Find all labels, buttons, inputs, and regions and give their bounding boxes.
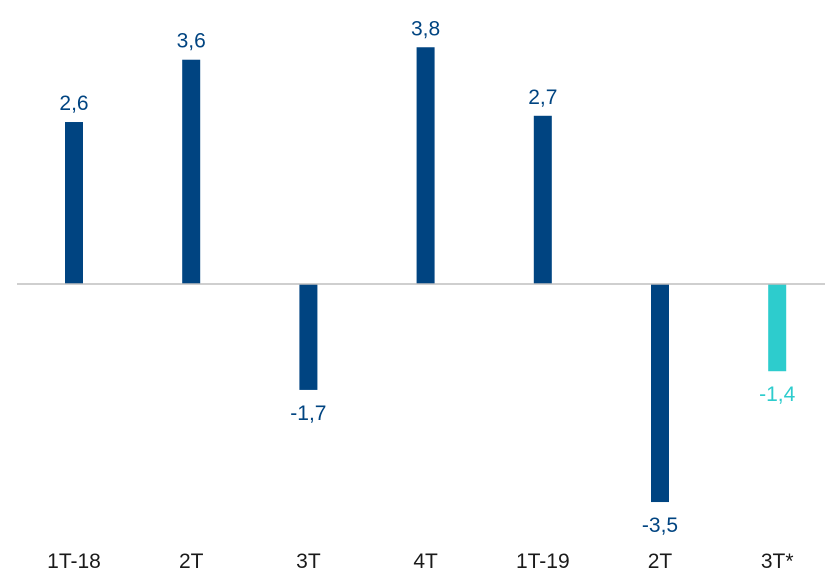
bar-value-label-3: 3,8 bbox=[411, 17, 440, 40]
bar-6 bbox=[768, 284, 787, 372]
x-tick-label-6: 3T* bbox=[761, 550, 794, 573]
x-tick-labels-group: 1T-18 2T 3T 4T 1T-19 2T 3T* bbox=[47, 550, 793, 573]
bar-4 bbox=[533, 115, 552, 284]
x-tick-label-4: 1T-19 bbox=[516, 550, 570, 573]
bar-5 bbox=[651, 284, 669, 503]
x-tick-label-2: 3T bbox=[296, 550, 321, 573]
bar-2 bbox=[299, 284, 318, 390]
bar-3 bbox=[416, 47, 435, 285]
x-tick-label-0: 1T-18 bbox=[47, 550, 101, 573]
value-labels-group: 2,6 3,6 -1,7 3,8 2,7 -3,5 -1,4 bbox=[59, 17, 795, 537]
x-tick-label-5: 2T bbox=[648, 550, 673, 573]
bar-value-label-4: 2,7 bbox=[528, 86, 557, 109]
bar-0 bbox=[65, 122, 83, 285]
bar-value-label-5: -3,5 bbox=[642, 514, 678, 537]
bar-value-label-2: -1,7 bbox=[290, 402, 326, 425]
bar-value-label-6: -1,4 bbox=[759, 383, 796, 406]
bars-group bbox=[65, 47, 787, 503]
x-tick-label-3: 4T bbox=[413, 550, 438, 573]
x-tick-label-1: 2T bbox=[179, 550, 204, 573]
bar-1 bbox=[182, 59, 201, 284]
bar-value-label-0: 2,6 bbox=[59, 92, 88, 115]
bar-value-label-1: 3,6 bbox=[177, 30, 206, 53]
